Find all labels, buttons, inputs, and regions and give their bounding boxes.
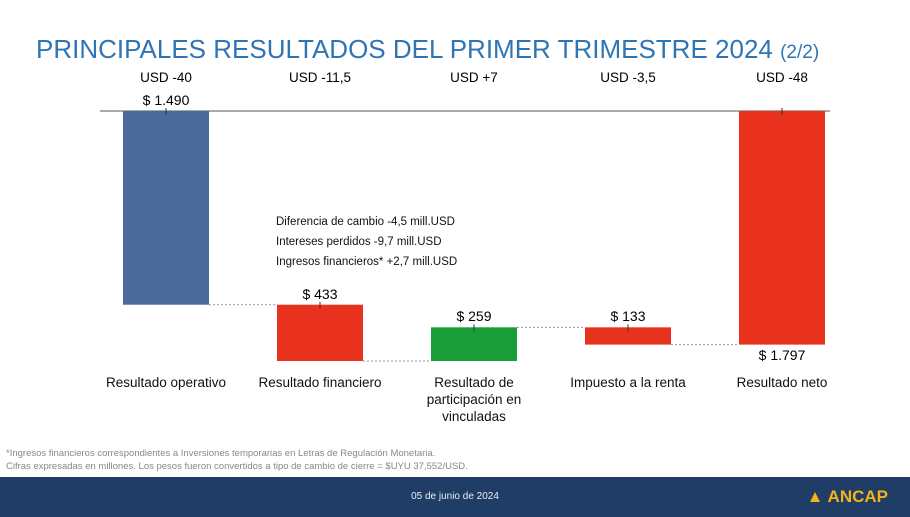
value-label: $ 433 — [302, 285, 338, 302]
top-label: USD -40 — [140, 70, 192, 85]
top-label: USD -3,5 — [600, 70, 656, 85]
footer-band — [0, 477, 910, 517]
category-label: Resultado neto — [736, 375, 828, 390]
category-label: Resultado de participación en vinculadas — [426, 375, 522, 424]
bar — [739, 111, 825, 345]
footer-date: 05 de junio de 2024 — [411, 491, 499, 502]
category-label: Resultado financiero — [258, 375, 382, 390]
top-label: USD +7 — [450, 70, 498, 85]
bar — [123, 111, 209, 305]
bar — [277, 304, 363, 361]
annotation: Diferencia de cambio -4,5 mill.USD — [276, 216, 455, 228]
footnote: Cifras expresadas en millones. Los pesos… — [6, 461, 468, 472]
top-label: USD -11,5 — [288, 70, 352, 85]
title-text: PRINCIPALES RESULTADOS DEL PRIMER TRIMES… — [36, 34, 773, 64]
logo: ▲ ANCAP — [806, 487, 888, 506]
category-label: Resultado operativo — [105, 375, 227, 390]
value-label: $ 259 — [456, 308, 492, 325]
bar — [431, 327, 517, 361]
annotation: Intereses perdidos -9,7 mill.USD — [276, 236, 442, 248]
annotation: Ingresos financieros* +2,7 mill.USD — [276, 256, 458, 268]
footnote: *Ingresos financieros correspondientes a… — [6, 448, 436, 459]
bar — [585, 327, 671, 345]
top-label: USD -48 — [756, 70, 808, 85]
value-label: $ 133 — [610, 308, 646, 325]
value-label: $ 1.797 — [758, 346, 806, 363]
title: PRINCIPALES RESULTADOS DEL PRIMER TRIMES… — [36, 34, 819, 65]
title-suffix: (2/2) — [780, 42, 820, 63]
category-label: Impuesto a la renta — [570, 375, 686, 390]
logo-text: ANCAP — [827, 487, 888, 506]
value-label: $ 1.490 — [142, 92, 190, 108]
